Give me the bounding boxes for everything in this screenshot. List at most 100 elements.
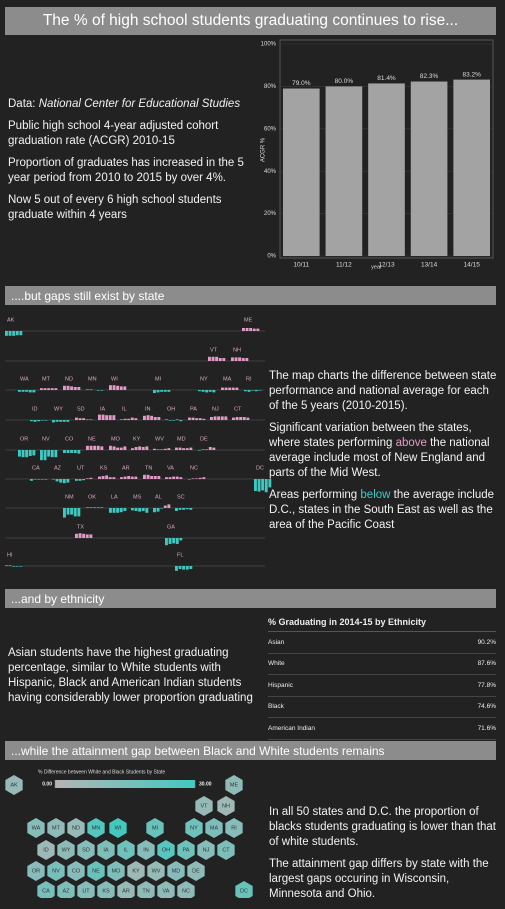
tile-bar [163,448,167,450]
tile-bar [15,331,19,336]
tile-bar [59,420,63,422]
cell-value: 71.6% [477,724,496,732]
cell-label: Hispanic [268,681,293,689]
tile-bar [185,566,189,570]
hex [205,818,223,838]
tile-bar [212,390,216,393]
tile-bar [221,387,224,390]
tile-bar [101,476,105,479]
tile-bar [201,449,205,450]
tile-bar [185,508,189,510]
paragraph: Asian students have the highest graduati… [8,647,253,704]
tile-bar [86,445,89,450]
hex-label: VA [163,888,170,894]
tile-bar [78,418,82,420]
tile-bar [89,389,93,390]
hex [187,861,205,881]
hex [97,840,115,860]
hex [177,881,195,898]
tile-bar [157,476,161,479]
hex-label: WV [152,868,161,874]
hex [107,861,125,881]
source-label: Data: [8,98,36,110]
tile-bar [138,446,142,450]
x-tick-label: 11/12 [336,262,352,269]
hex-label: UT [82,888,90,894]
tile-bar [143,415,146,420]
y-tick-label: 100% [261,42,277,48]
hex-label: ID [43,847,49,853]
table-title: % Graduating in 2014-15 by Ethnicity [268,613,496,632]
tile-bar [245,328,249,331]
tile-bar [134,447,138,450]
tile-bar [224,416,228,420]
bar [282,88,320,257]
tile-bar [198,450,201,451]
tile-bar [116,385,120,390]
hex [27,861,45,881]
tile-bar [254,390,258,392]
state-label: AR [122,465,130,471]
tile-bar [138,508,142,512]
table-row: Asian 90.2% [268,632,496,654]
tile-bar [195,478,199,479]
tile-bar [153,448,156,450]
tile-bar [73,450,77,453]
tile-bar [8,331,12,336]
ethnicity-table: % Graduating in 2014-15 by Ethnicity Asi… [268,613,496,740]
state-label: SD [77,406,85,412]
tile-bar [82,418,86,420]
tile-bar [66,450,70,453]
state-label: NE [88,436,96,442]
tile-bar [160,449,164,450]
tile-bar [18,390,21,392]
tile-bar [242,417,246,420]
tile-bar [123,508,127,511]
hex-label: WA [32,825,41,831]
tile-bar [101,414,105,420]
source-line: Data: National Center for Educational St… [8,97,253,112]
hex-label: RI [231,825,237,831]
tile-bar [43,450,47,461]
tile-bar [54,388,58,390]
state-label: VT [210,347,218,353]
hex-label: WY [62,847,71,853]
hex [177,840,195,860]
text: the national average include most of New… [269,437,490,479]
tile-bar [153,508,156,513]
tile-bar [268,479,272,488]
state-label: IN [145,406,151,412]
tile-bar [40,450,43,461]
table-row: Hispanic 77.8% [268,675,496,697]
tile-bar [52,420,55,423]
hex [87,818,105,838]
section-title: ...and by ethnicity [5,589,496,608]
tile-bar [178,508,182,510]
hex [127,861,145,881]
tile-bar [78,533,82,538]
tile-bar [198,390,201,392]
y-axis-label: ACGR % [261,137,267,162]
state-label: FL [177,552,183,558]
hex-label: MI [152,825,159,831]
state-label: NJ [212,406,219,412]
hex-label: KY [132,868,140,874]
tile-bar [116,447,120,450]
tile-bar [258,390,262,391]
hex-label: WI [115,825,122,831]
hex-label: NE [92,868,100,874]
tile-bar [261,479,265,491]
tile-bar [156,508,160,512]
tile-bar [75,533,78,538]
tile-bar [208,447,212,450]
tile-bar [251,390,255,391]
ethnicity-text: Asian students have the highest graduati… [8,646,263,713]
color-scale [55,780,195,788]
tile-bar [249,328,253,331]
tile-bar [66,385,70,390]
tile-bar [108,415,112,420]
tile-bar [175,419,179,420]
tile-bar [143,474,146,479]
tile-bar [165,477,168,479]
state-label: TX [77,524,84,530]
